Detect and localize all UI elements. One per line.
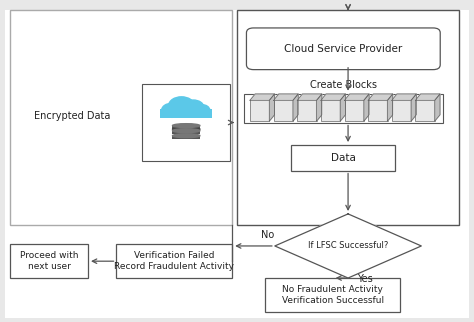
FancyBboxPatch shape xyxy=(173,131,200,134)
FancyBboxPatch shape xyxy=(143,84,230,161)
FancyBboxPatch shape xyxy=(273,100,293,121)
Polygon shape xyxy=(435,94,440,121)
FancyBboxPatch shape xyxy=(244,94,443,123)
Polygon shape xyxy=(345,94,369,100)
FancyBboxPatch shape xyxy=(5,10,469,318)
Polygon shape xyxy=(269,94,274,121)
FancyBboxPatch shape xyxy=(345,100,364,121)
Text: No: No xyxy=(261,230,274,240)
FancyBboxPatch shape xyxy=(292,145,395,171)
Ellipse shape xyxy=(173,129,200,133)
Polygon shape xyxy=(368,94,393,100)
Circle shape xyxy=(183,100,204,114)
Polygon shape xyxy=(275,214,421,278)
FancyBboxPatch shape xyxy=(250,100,269,121)
FancyBboxPatch shape xyxy=(415,100,435,121)
Polygon shape xyxy=(293,94,298,121)
FancyBboxPatch shape xyxy=(117,244,232,278)
Polygon shape xyxy=(317,94,322,121)
FancyBboxPatch shape xyxy=(392,100,411,121)
Circle shape xyxy=(193,105,210,116)
Text: If LFSC Successful?: If LFSC Successful? xyxy=(308,242,388,251)
Polygon shape xyxy=(250,94,274,100)
Ellipse shape xyxy=(173,134,200,138)
Text: No Fraudulent Activity
Verification Successful: No Fraudulent Activity Verification Succ… xyxy=(282,285,384,305)
Ellipse shape xyxy=(173,124,200,128)
Ellipse shape xyxy=(173,127,200,131)
FancyBboxPatch shape xyxy=(297,100,317,121)
FancyBboxPatch shape xyxy=(173,126,200,129)
FancyBboxPatch shape xyxy=(321,100,340,121)
Polygon shape xyxy=(364,94,369,121)
FancyBboxPatch shape xyxy=(10,10,232,225)
Text: Encrypted Data: Encrypted Data xyxy=(34,111,110,121)
FancyBboxPatch shape xyxy=(368,100,388,121)
Text: Verification Failed
Record Fraudulent Activity: Verification Failed Record Fraudulent Ac… xyxy=(114,251,234,271)
Circle shape xyxy=(162,103,182,117)
Polygon shape xyxy=(388,94,393,121)
Text: Cloud Service Provider: Cloud Service Provider xyxy=(284,44,402,54)
Polygon shape xyxy=(392,94,416,100)
Polygon shape xyxy=(340,94,346,121)
Polygon shape xyxy=(415,94,440,100)
Text: Create Blocks: Create Blocks xyxy=(310,80,377,90)
FancyBboxPatch shape xyxy=(246,28,440,70)
Text: Yes: Yes xyxy=(357,274,373,284)
Circle shape xyxy=(169,97,194,114)
Text: Data: Data xyxy=(331,153,356,163)
FancyBboxPatch shape xyxy=(265,278,400,312)
FancyBboxPatch shape xyxy=(160,109,212,118)
FancyBboxPatch shape xyxy=(237,10,459,225)
Polygon shape xyxy=(411,94,416,121)
Polygon shape xyxy=(273,94,298,100)
Polygon shape xyxy=(321,94,346,100)
FancyBboxPatch shape xyxy=(10,244,88,278)
Text: Proceed with
next user: Proceed with next user xyxy=(20,251,78,271)
Polygon shape xyxy=(297,94,322,100)
FancyBboxPatch shape xyxy=(173,136,200,139)
